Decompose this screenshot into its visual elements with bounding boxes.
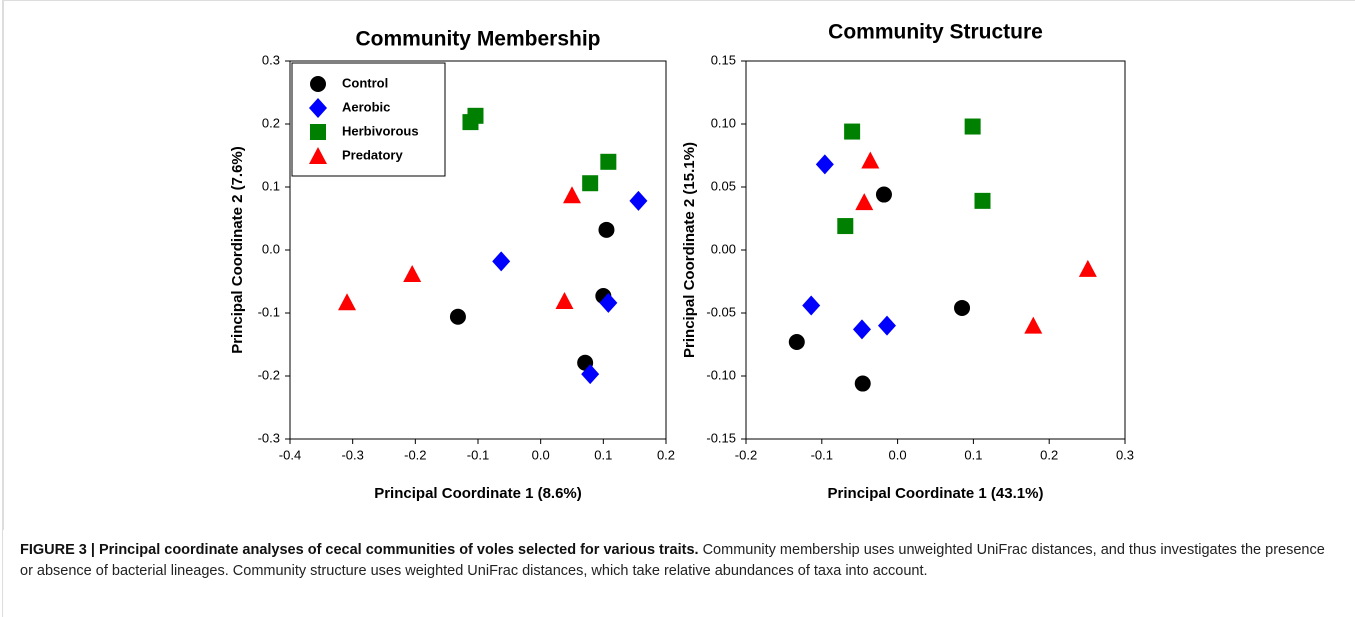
y-tick-label: 0.1 (262, 178, 280, 193)
point (861, 151, 880, 169)
point (492, 251, 511, 272)
y-tick-label: 0.15 (711, 52, 736, 67)
chart-title: Community Membership (355, 28, 600, 51)
legend-label: Predatory (342, 147, 403, 162)
x-tick-label: -0.2 (404, 447, 426, 462)
point (802, 295, 821, 316)
y-tick-label: -0.15 (706, 430, 736, 445)
point (563, 186, 581, 204)
point (629, 190, 648, 211)
point (837, 218, 854, 235)
point (974, 192, 991, 209)
point (462, 114, 479, 131)
point (599, 292, 618, 313)
x-tick-label: -0.1 (467, 447, 489, 462)
point (582, 175, 599, 192)
point (954, 299, 971, 316)
point (581, 364, 600, 385)
legend-label: Aerobic (342, 99, 390, 114)
x-tick-label: 0.0 (532, 447, 550, 462)
x-tick-label: -0.1 (811, 447, 833, 462)
x-axis-label: Principal Coordinate 1 (43.1%) (828, 485, 1044, 502)
y-tick-label: 0.10 (711, 115, 736, 130)
point (815, 154, 834, 175)
point (875, 186, 892, 203)
point (788, 333, 805, 350)
x-tick-label: -0.3 (341, 447, 363, 462)
x-tick-label: 0.1 (964, 447, 982, 462)
x-tick-label: -0.2 (735, 447, 757, 462)
x-tick-label: 0.1 (594, 447, 612, 462)
point (338, 293, 357, 311)
point (555, 292, 574, 310)
point (877, 315, 896, 336)
y-tick-label: -0.10 (706, 367, 736, 382)
point (449, 308, 466, 325)
point (403, 264, 422, 282)
point (844, 123, 861, 140)
caption: FIGURE 3 | Principal coordinate analyses… (20, 540, 1325, 582)
x-tick-label: 0.0 (889, 447, 907, 462)
x-tick-label: 0.2 (657, 447, 675, 462)
legend-marker (309, 147, 327, 164)
caption-label: FIGURE 3 | Principal coordinate analyses… (20, 542, 699, 558)
y-axis-label: Principal Coordinate 2 (7.6%) (229, 146, 246, 354)
y-tick-label: -0.05 (706, 304, 736, 319)
point (854, 375, 871, 392)
y-tick-label: -0.2 (258, 367, 280, 382)
point (855, 193, 874, 211)
y-tick-label: 0.2 (262, 115, 280, 130)
y-tick-label: -0.1 (258, 304, 280, 319)
legend-marker (310, 76, 326, 92)
plot-frame (745, 60, 1126, 440)
point (1024, 316, 1043, 334)
x-tick-label: 0.2 (1040, 447, 1058, 462)
frame (2, 0, 3, 617)
legend-marker (310, 124, 326, 140)
point (598, 221, 615, 238)
point (852, 319, 871, 340)
legend-label: Control (342, 75, 388, 90)
caption-text: Community membership uses unweighted Uni… (20, 542, 1325, 579)
y-tick-label: 0.05 (711, 178, 736, 193)
y-tick-label: 0.3 (262, 52, 280, 67)
chart-title: Community Structure (828, 21, 1043, 44)
legend-marker (309, 98, 327, 118)
y-tick-label: 0.0 (262, 241, 280, 256)
legend-label: Herbivorous (342, 123, 419, 138)
x-axis-label: Principal Coordinate 1 (8.6%) (374, 485, 582, 502)
x-tick-label: 0.3 (1116, 447, 1134, 462)
x-tick-label: -0.4 (279, 447, 301, 462)
point (600, 153, 617, 170)
figure: Community Membership Principal Coordinate… (2, 0, 1355, 530)
y-axis-label: Principal Coordinate 2 (15.1%) (681, 142, 698, 358)
point (1078, 259, 1097, 277)
y-tick-label: -0.3 (258, 430, 280, 445)
point (964, 118, 981, 135)
y-tick-label: 0.00 (711, 241, 736, 256)
